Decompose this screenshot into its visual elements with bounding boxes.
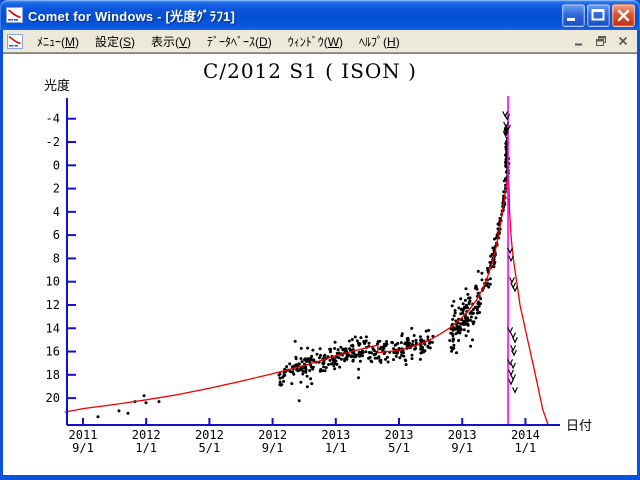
svg-text:1/1: 1/1 — [515, 441, 537, 455]
svg-text:6: 6 — [53, 228, 60, 242]
svg-text:1/1: 1/1 — [135, 441, 157, 455]
svg-text:18: 18 — [46, 368, 60, 382]
svg-text:-2: -2 — [46, 135, 60, 149]
svg-text:-4: -4 — [46, 112, 60, 126]
svg-text:9/1: 9/1 — [72, 441, 94, 455]
svg-text:2013: 2013 — [385, 428, 414, 442]
mdi-minimize-icon — [575, 43, 582, 46]
svg-text:2011: 2011 — [69, 428, 98, 442]
minimize-button[interactable] — [562, 3, 585, 27]
svg-text:2014: 2014 — [511, 428, 540, 442]
axis-ticks: -4-20246810121416182020119/120121/120125… — [46, 112, 540, 455]
svg-text:2: 2 — [53, 182, 60, 196]
close-icon — [617, 9, 630, 21]
svg-text:10: 10 — [46, 275, 60, 289]
svg-text:4: 4 — [53, 205, 60, 219]
maximize-button[interactable] — [587, 3, 610, 27]
title-bar: Comet for Windows - [光度ｸﾞﾗﾌ1] — [0, 0, 640, 30]
window-title: Comet for Windows - [光度ｸﾞﾗﾌ1] — [28, 8, 235, 24]
prediction-curve — [64, 175, 549, 426]
upper-limit-marks — [502, 111, 518, 394]
svg-text:9/1: 9/1 — [451, 441, 473, 455]
menu-item-d[interactable]: ﾃﾞｰﾀﾍﾞｰｽ(D) — [207, 34, 272, 49]
svg-text:20: 20 — [46, 391, 60, 405]
svg-text:5/1: 5/1 — [199, 441, 221, 455]
menu-bar: ﾒﾆｭｰ(M) 設定(S) 表示(V) ﾃﾞｰﾀﾍﾞｰｽ(D) ｳｨﾝﾄﾞｳ(W) ﾍﾙﾌ… — [3, 30, 637, 53]
svg-text:2012: 2012 — [258, 428, 287, 442]
minimize-icon — [567, 17, 575, 21]
mdi-restore-icon — [596, 36, 606, 46]
mdi-minimize-button[interactable] — [569, 32, 589, 50]
svg-text:0: 0 — [53, 158, 60, 172]
svg-text:9/1: 9/1 — [262, 441, 284, 455]
mdi-window-buttons — [567, 32, 633, 50]
mdi-close-button[interactable] — [613, 32, 633, 50]
maximize-icon — [591, 8, 605, 20]
chart-title: C/2012 S1 ( ISON ) — [203, 59, 417, 83]
mdi-restore-button[interactable] — [591, 32, 611, 50]
menu-item-w[interactable]: ｳｨﾝﾄﾞｳ(W) — [287, 34, 344, 49]
menu-items: ﾒﾆｭｰ(M) 設定(S) 表示(V) ﾃﾞｰﾀﾍﾞｰｽ(D) ｳｨﾝﾄﾞｳ(W) ﾍﾙﾌ… — [29, 31, 567, 52]
menu-item-v[interactable]: 表示(V) — [151, 34, 192, 49]
menu-item-m[interactable]: ﾒﾆｭｰ(M) — [37, 34, 79, 49]
app-icon — [6, 7, 23, 23]
titlebar-buttons — [560, 3, 635, 27]
svg-text:12: 12 — [46, 298, 60, 312]
document-icon — [7, 33, 23, 49]
y-axis-label: 光度 — [44, 78, 70, 94]
svg-text:16: 16 — [46, 345, 60, 359]
scatter-points — [96, 126, 511, 419]
mdi-close-icon — [618, 36, 628, 46]
svg-text:1/1: 1/1 — [325, 441, 347, 455]
svg-text:14: 14 — [46, 321, 60, 335]
x-axis-label: 日付 — [566, 419, 592, 434]
svg-text:2013: 2013 — [448, 428, 477, 442]
svg-text:2012: 2012 — [195, 428, 224, 442]
close-button[interactable] — [612, 3, 635, 27]
svg-text:5/1: 5/1 — [388, 441, 410, 455]
menu-item-s[interactable]: 設定(S) — [95, 34, 136, 49]
svg-text:8: 8 — [53, 251, 60, 265]
svg-text:2012: 2012 — [132, 428, 161, 442]
menu-item-h[interactable]: ﾍﾙﾌﾟ(H) — [359, 34, 400, 49]
svg-text:2013: 2013 — [321, 428, 350, 442]
